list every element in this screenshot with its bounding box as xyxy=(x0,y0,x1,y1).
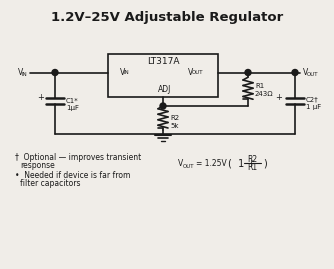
Text: 1 μF: 1 μF xyxy=(306,104,321,110)
Text: = 1.25V: = 1.25V xyxy=(196,160,227,168)
Text: IN: IN xyxy=(124,70,130,75)
Text: +: + xyxy=(276,93,283,102)
Circle shape xyxy=(160,103,166,109)
Text: †  Optional — improves transient: † Optional — improves transient xyxy=(15,153,141,161)
Text: LT317A: LT317A xyxy=(147,56,179,65)
Text: V: V xyxy=(178,160,183,168)
Text: V: V xyxy=(303,68,308,77)
FancyBboxPatch shape xyxy=(108,54,218,97)
Text: R2: R2 xyxy=(170,115,179,121)
Text: OUT: OUT xyxy=(192,70,203,75)
Text: 1.2V–25V Adjustable Regulator: 1.2V–25V Adjustable Regulator xyxy=(51,10,283,23)
Text: (  1 +: ( 1 + xyxy=(228,159,256,169)
Circle shape xyxy=(52,69,58,76)
Text: V: V xyxy=(18,68,23,77)
Text: C1*: C1* xyxy=(66,98,78,104)
Text: •  Needed if device is far from: • Needed if device is far from xyxy=(15,171,130,179)
Text: C2†: C2† xyxy=(306,96,319,102)
Text: ): ) xyxy=(263,159,267,169)
Text: 243Ω: 243Ω xyxy=(255,91,274,97)
Text: filter capacitors: filter capacitors xyxy=(20,179,80,187)
Text: 5k: 5k xyxy=(170,123,178,129)
Text: OUT: OUT xyxy=(183,164,194,168)
Text: R1: R1 xyxy=(255,83,264,89)
Text: R1: R1 xyxy=(247,164,257,172)
Text: 1μF: 1μF xyxy=(66,105,79,111)
Text: ADJ: ADJ xyxy=(158,84,171,94)
Text: R2: R2 xyxy=(247,154,257,164)
Text: IN: IN xyxy=(22,72,28,77)
Circle shape xyxy=(245,69,251,76)
Text: OUT: OUT xyxy=(307,72,319,77)
Text: V: V xyxy=(120,68,125,77)
Circle shape xyxy=(292,69,298,76)
Text: +: + xyxy=(37,93,44,102)
Text: response: response xyxy=(20,161,55,169)
Text: V: V xyxy=(188,68,193,77)
